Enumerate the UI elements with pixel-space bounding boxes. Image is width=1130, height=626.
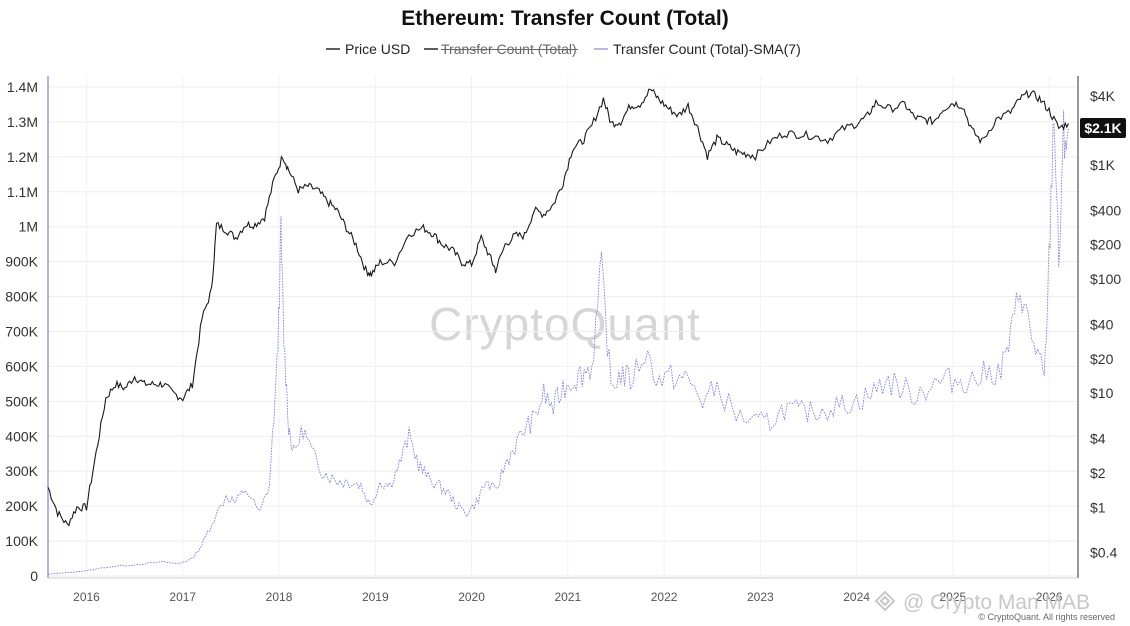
x-tick-label: 2016 [73,590,100,604]
chart-title: Ethereum: Transfer Count (Total) [401,7,728,30]
x-axis-ticks: 2016 2017 2018 2019 2020 2021 2022 2023 2024 2025… [73,590,1063,604]
x-tick-label: 2026 [1036,590,1063,604]
legend: Price USD Transfer Count (Total) Transfe… [326,41,801,57]
left-tick-label: 300K [5,463,38,479]
left-tick-label: 100K [5,533,38,549]
right-tick-label: $400 [1090,202,1121,218]
legend-price-label[interactable]: Price USD [345,41,410,57]
left-tick-label: 1.3M [7,114,38,130]
right-tick-label: $2 [1090,465,1106,481]
x-tick-label: 2023 [747,590,774,604]
right-tick-label: $4 [1090,431,1106,447]
left-tick-label: 1.2M [7,149,38,165]
current-price-label: $2.1K [1084,120,1121,136]
x-tick-label: 2022 [651,590,678,604]
x-tick-label: 2020 [458,590,485,604]
right-tick-label: $1K [1090,157,1116,173]
grid [48,76,1078,578]
left-tick-label: 1.4M [7,79,38,95]
x-tick-label: 2018 [266,590,293,604]
x-tick-label: 2017 [169,590,196,604]
right-tick-label: $10 [1090,385,1114,401]
x-tick-label: 2024 [843,590,870,604]
watermark: CryptoQuant [429,298,701,350]
series-transfer-sma [47,110,1069,575]
series-price-usd [47,88,1069,527]
right-tick-label: $4K [1090,88,1116,104]
left-tick-label: 1M [19,219,38,235]
left-tick-label: 0 [30,568,38,584]
right-tick-label: $100 [1090,271,1121,287]
current-price-badge: $2.1K [1080,118,1126,138]
credit: @ Crypto Man MAB © CryptoQuant. All righ… [874,590,1115,622]
left-tick-label: 400K [5,428,38,444]
left-tick-label: 800K [5,289,38,305]
x-tick-label: 2021 [554,590,581,604]
left-axis-ticks: 0 100K 200K 300K 400K 500K 600K 700K 800K 900K 1M 1… [5,79,38,584]
legend-sma-label[interactable]: Transfer Count (Total)-SMA(7) [613,41,801,57]
right-axis-ticks: $0.4 $1 $2 $4 $10 $20 $40 $100 $200 $400 $1K $4K [1090,88,1121,561]
copyright-text: © CryptoQuant. All rights reserved [978,612,1115,622]
left-tick-label: 1.1M [7,184,38,200]
right-tick-label: $1 [1090,499,1106,515]
current-price-badge-bg [1080,118,1126,138]
credit-text: @ Crypto Man MAB [903,591,1090,614]
right-tick-label: $200 [1090,237,1121,253]
right-tick-label: $20 [1090,351,1114,367]
x-tick-label: 2025 [940,590,967,604]
right-tick-label: $0.4 [1090,545,1117,561]
right-tick-label: $40 [1090,316,1114,332]
x-tick-label: 2019 [362,590,389,604]
left-tick-label: 500K [5,393,38,409]
left-tick-label: 700K [5,324,38,340]
left-tick-label: 900K [5,254,38,270]
left-tick-label: 600K [5,358,38,374]
left-tick-label: 200K [5,498,38,514]
binance-logo-icon [874,590,896,612]
